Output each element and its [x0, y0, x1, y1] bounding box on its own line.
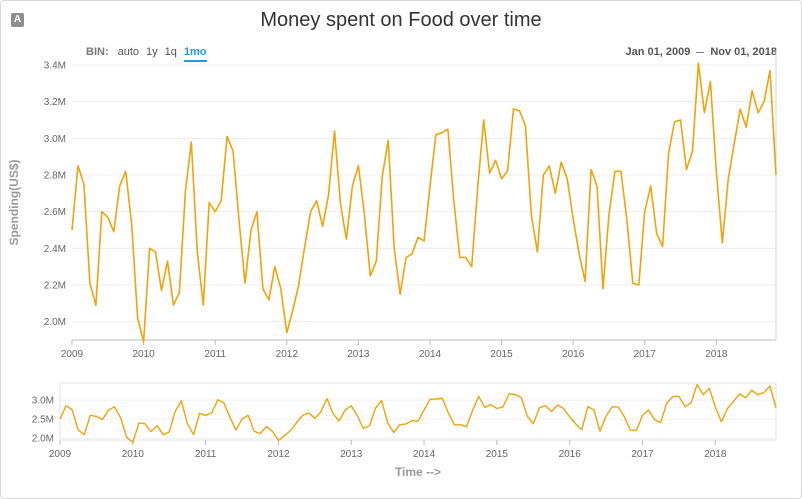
navigator-x-tick-label: 2013: [340, 449, 363, 460]
navigator-x-tick-label: 2017: [631, 449, 654, 460]
bin-option-1mo[interactable]: 1mo: [183, 46, 207, 62]
navigator-x-tick-label: 2012: [267, 449, 290, 460]
y-tick-label: 2.2M: [44, 281, 66, 292]
navigator-x-tick-label: 2010: [122, 449, 145, 460]
navigator-y-tick-label: 2.5M: [32, 415, 54, 426]
y-tick-label: 3.4M: [44, 61, 66, 72]
x-tick-label: 2016: [562, 349, 585, 360]
pin-icon[interactable]: A: [11, 13, 24, 27]
navigator-frame: [59, 382, 777, 441]
y-tick-label: 2.0M: [44, 317, 66, 328]
navigator-series-line: [59, 383, 777, 443]
navigator-x-tick-label: 2015: [486, 449, 509, 460]
x-tick-label: 2014: [419, 349, 442, 360]
x-tick-label: 2009: [61, 349, 84, 360]
x-tick-label: 2012: [276, 349, 299, 360]
y-axis-title: Spending(US$): [7, 159, 21, 245]
navigator-x-tick-label: 2009: [49, 449, 72, 460]
y-tick-label: 2.4M: [44, 244, 66, 255]
navigator-x-tick-label: 2018: [704, 449, 727, 460]
series-line: [71, 62, 777, 343]
bin-selector: BIN: auto 1y 1q 1mo: [86, 46, 207, 62]
bin-label: BIN:: [86, 46, 109, 58]
x-tick-label: 2011: [204, 349, 226, 360]
y-tick-label: 2.8M: [44, 171, 66, 182]
navigator-y-tick-label: 3.0M: [32, 396, 54, 407]
bin-option-auto[interactable]: auto: [117, 46, 140, 58]
x-tick-label: 2017: [634, 349, 657, 360]
x-tick-label: 2015: [490, 349, 513, 360]
x-tick-label: 2018: [705, 349, 728, 360]
date-range: Jan 01, 2009 Nov 01, 2018: [626, 46, 778, 58]
y-tick-label: 3.0M: [44, 134, 66, 145]
bin-option-1y[interactable]: 1y: [146, 46, 158, 58]
navigator-y-tick-label: 2.0M: [32, 434, 54, 445]
y-tick-label: 2.6M: [44, 207, 66, 218]
x-tick-label: 2013: [347, 349, 370, 360]
navigator-x-tick-label: 2011: [195, 449, 217, 460]
navigator-x-tick-label: 2016: [559, 449, 582, 460]
chart-title: Money spent on Food over time: [260, 9, 542, 31]
y-tick-label: 3.2M: [44, 97, 66, 108]
x-tick-label: 2010: [132, 349, 155, 360]
date-range-end[interactable]: Nov 01, 2018: [710, 46, 777, 58]
bin-option-1q[interactable]: 1q: [164, 46, 177, 58]
x-axis-title: Time -->: [395, 465, 441, 479]
date-range-separator: [696, 51, 705, 53]
date-range-start[interactable]: Jan 01, 2009: [625, 46, 691, 58]
navigator-x-tick-label: 2014: [413, 449, 436, 460]
